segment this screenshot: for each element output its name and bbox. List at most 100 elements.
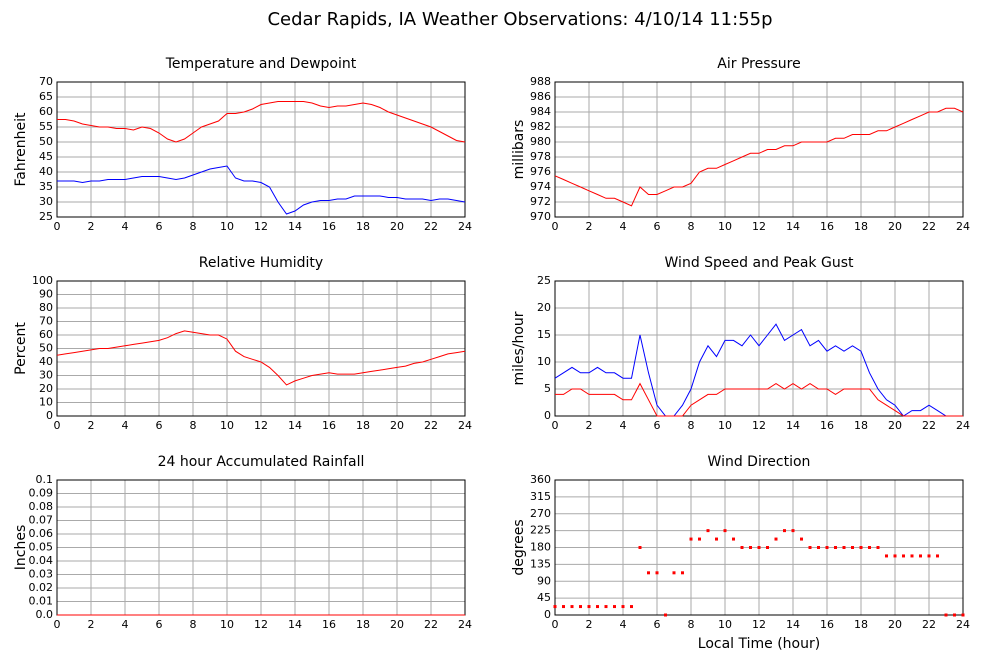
y-tick-label: 972 (530, 195, 551, 208)
y-tick-label: 360 (530, 473, 551, 486)
x-tick-label: 24 (956, 220, 970, 233)
x-tick-label: 22 (424, 618, 438, 631)
y-tick-label: 70 (39, 315, 53, 328)
y-tick-label: 10 (537, 355, 551, 368)
x-tick-label: 6 (654, 220, 661, 233)
y-tick-label: 65 (39, 90, 53, 103)
y-tick-label: 0.05 (29, 541, 54, 554)
x-tick-label: 24 (458, 618, 472, 631)
y-tick-label: 225 (530, 524, 551, 537)
data-point (613, 605, 616, 609)
data-point (638, 546, 642, 549)
panel-title: Wind Speed and Peak Gust (665, 255, 854, 271)
x-tick-label: 4 (122, 618, 129, 631)
x-tick-label: 4 (620, 419, 627, 432)
y-tick-label: 55 (39, 120, 53, 133)
x-tick-label: 16 (820, 220, 834, 233)
x-tick-label: 6 (654, 419, 661, 432)
y-tick-label: 982 (530, 120, 551, 133)
y-tick-label: 20 (537, 301, 551, 314)
y-tick-label: 25 (537, 274, 551, 287)
x-tick-label: 2 (586, 419, 593, 432)
x-tick-label: 18 (854, 220, 868, 233)
data-point (791, 529, 795, 533)
y-tick-label: 0.01 (29, 595, 54, 608)
plot-frame (554, 280, 964, 417)
data-point (757, 546, 761, 549)
data-point (774, 537, 778, 541)
data-line (554, 323, 963, 417)
data-line (555, 382, 963, 417)
y-tick-label: 978 (530, 150, 551, 163)
x-tick-label: 8 (688, 618, 695, 631)
y-tick-label: 40 (39, 165, 53, 178)
y-tick-label: 45 (39, 150, 53, 163)
y-tick-label: 0.0 (36, 608, 54, 621)
data-point (664, 613, 667, 617)
y-tick-label: 60 (39, 328, 53, 341)
y-tick-label: 90 (39, 288, 53, 301)
data-point (706, 529, 710, 533)
x-tick-label: 12 (752, 220, 766, 233)
y-axis-label: millibars (511, 120, 527, 180)
x-tick-label: 16 (820, 618, 834, 631)
y-tick-label: 0.04 (29, 554, 54, 567)
data-point (842, 546, 846, 549)
data-point (621, 605, 625, 609)
x-tick-label: 12 (254, 220, 268, 233)
x-tick-label: 6 (156, 220, 163, 233)
plot-frame (554, 81, 964, 218)
y-tick-label: 50 (39, 135, 53, 148)
x-tick-label: 14 (288, 419, 302, 432)
data-point (902, 554, 905, 558)
data-point (953, 613, 956, 617)
x-tick-label: 10 (718, 220, 732, 233)
x-tick-label: 20 (390, 419, 404, 432)
y-tick-label: 976 (530, 165, 551, 178)
x-tick-label: 20 (888, 419, 902, 432)
x-tick-label: 10 (718, 419, 732, 432)
y-tick-label: 100 (32, 274, 53, 287)
x-tick-label: 24 (458, 220, 472, 233)
data-point (817, 546, 820, 549)
x-tick-label: 22 (922, 220, 936, 233)
data-point (579, 605, 582, 609)
x-tick-label: 20 (390, 220, 404, 233)
data-line (554, 107, 964, 207)
x-tick-label: 22 (424, 419, 438, 432)
x-tick-label: 0 (552, 419, 559, 432)
x-tick-label: 12 (254, 618, 268, 631)
data-point (851, 546, 854, 549)
data-line (56, 330, 466, 386)
y-tick-label: 25 (39, 210, 53, 223)
y-tick-label: 984 (530, 105, 551, 118)
x-tick-label: 4 (122, 419, 129, 432)
x-tick-label: 10 (220, 220, 234, 233)
y-tick-label: 40 (39, 355, 53, 368)
x-tick-label: 18 (854, 419, 868, 432)
y-tick-label: 30 (39, 195, 53, 208)
y-tick-label: 0 (544, 409, 551, 422)
data-point (587, 605, 591, 609)
y-tick-label: 5 (544, 382, 551, 395)
y-tick-label: 974 (530, 180, 551, 193)
y-tick-label: 986 (530, 90, 551, 103)
x-tick-label: 8 (190, 419, 197, 432)
data-point (723, 529, 727, 533)
x-tick-label: 12 (254, 419, 268, 432)
y-axis-label: degrees (511, 519, 527, 575)
x-tick-label: 10 (718, 618, 732, 631)
data-point (732, 537, 735, 541)
y-tick-label: 270 (530, 507, 551, 520)
data-point (698, 537, 701, 541)
data-point (562, 605, 565, 609)
y-tick-label: 0.1 (36, 473, 54, 486)
x-tick-label: 12 (752, 419, 766, 432)
x-tick-label: 16 (322, 618, 336, 631)
x-tick-label: 0 (54, 220, 61, 233)
data-point (868, 546, 871, 549)
panel-title: Temperature and Dewpoint (165, 56, 357, 72)
x-tick-label: 16 (322, 220, 336, 233)
x-tick-label: 24 (956, 419, 970, 432)
data-point (766, 546, 769, 549)
